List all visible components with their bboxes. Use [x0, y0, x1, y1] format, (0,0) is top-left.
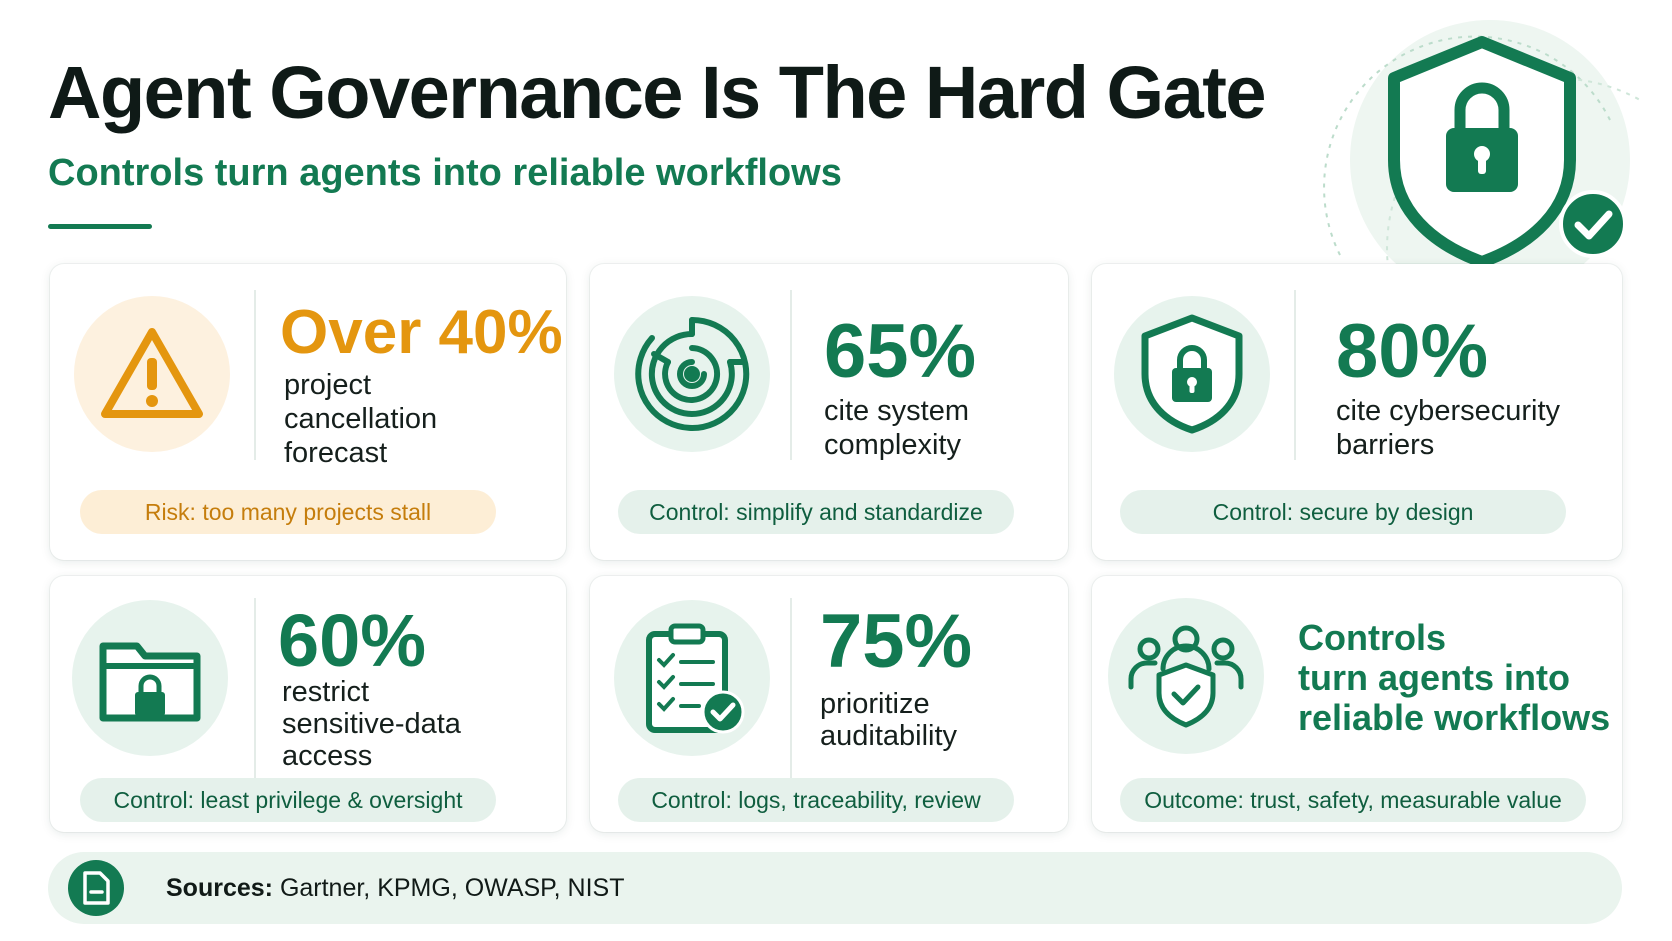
document-icon — [68, 860, 124, 916]
stat-value: 60% — [278, 599, 427, 682]
shield-lock-check-icon — [1310, 20, 1650, 300]
control-pill: Control: logs, traceability, review — [618, 778, 1014, 822]
stat-description: cite cybersecurity barriers — [1336, 395, 1561, 461]
stat-value: 80% — [1336, 309, 1489, 394]
risk-pill: Risk: too many projects stall — [80, 490, 496, 534]
stat-value: 75% — [820, 599, 973, 684]
page-subtitle: Controls turn agents into reliable workf… — [48, 152, 842, 194]
stat-description: prioritize auditability — [820, 688, 958, 752]
stat-card-auditability: 75% prioritize auditability Control: log… — [590, 576, 1068, 832]
page-title: Agent Governance Is The Hard Gate — [48, 51, 1267, 134]
outcome-card: Controls turn agents into reliable workf… — [1092, 576, 1622, 832]
warning-triangle-icon — [74, 296, 230, 452]
sources-footer: Sources: Gartner, KPMG, OWASP, NIST — [48, 852, 1622, 924]
control-pill: Control: simplify and standardize — [618, 490, 1014, 534]
accent-divider — [48, 224, 152, 229]
team-shield-icon — [1108, 598, 1264, 754]
sources-text: Sources: Gartner, KPMG, OWASP, NIST — [166, 874, 624, 903]
sources-label: Sources: — [166, 874, 273, 902]
shield-lock-icon — [1114, 296, 1270, 452]
stat-value: Over 40% — [280, 298, 563, 367]
clipboard-check-icon — [614, 600, 770, 756]
stat-card-cybersecurity: 80% cite cybersecurity barriers Control:… — [1092, 264, 1622, 560]
maze-icon — [614, 296, 770, 452]
sources-list: Gartner, KPMG, OWASP, NIST — [279, 874, 625, 902]
control-pill: Control: least privilege & oversight — [80, 778, 496, 822]
outcome-pill: Outcome: trust, safety, measurable value — [1120, 778, 1586, 822]
stat-value: 65% — [824, 309, 977, 394]
stat-description: cite system complexity — [824, 395, 970, 461]
control-pill: Control: secure by design — [1120, 490, 1566, 534]
stat-card-sensitive-data: 60% restrict sensitive-data access Contr… — [50, 576, 566, 832]
stat-card-cancellation: Over 40% project cancellation forecast R… — [50, 264, 566, 560]
stat-description: restrict sensitive-data access — [282, 676, 461, 772]
stat-card-complexity: 65% cite system complexity Control: simp… — [590, 264, 1068, 560]
outcome-statement: Controls turn agents into reliable workf… — [1298, 617, 1611, 738]
folder-lock-icon — [72, 600, 228, 756]
stat-description: project cancellation forecast — [284, 369, 438, 469]
